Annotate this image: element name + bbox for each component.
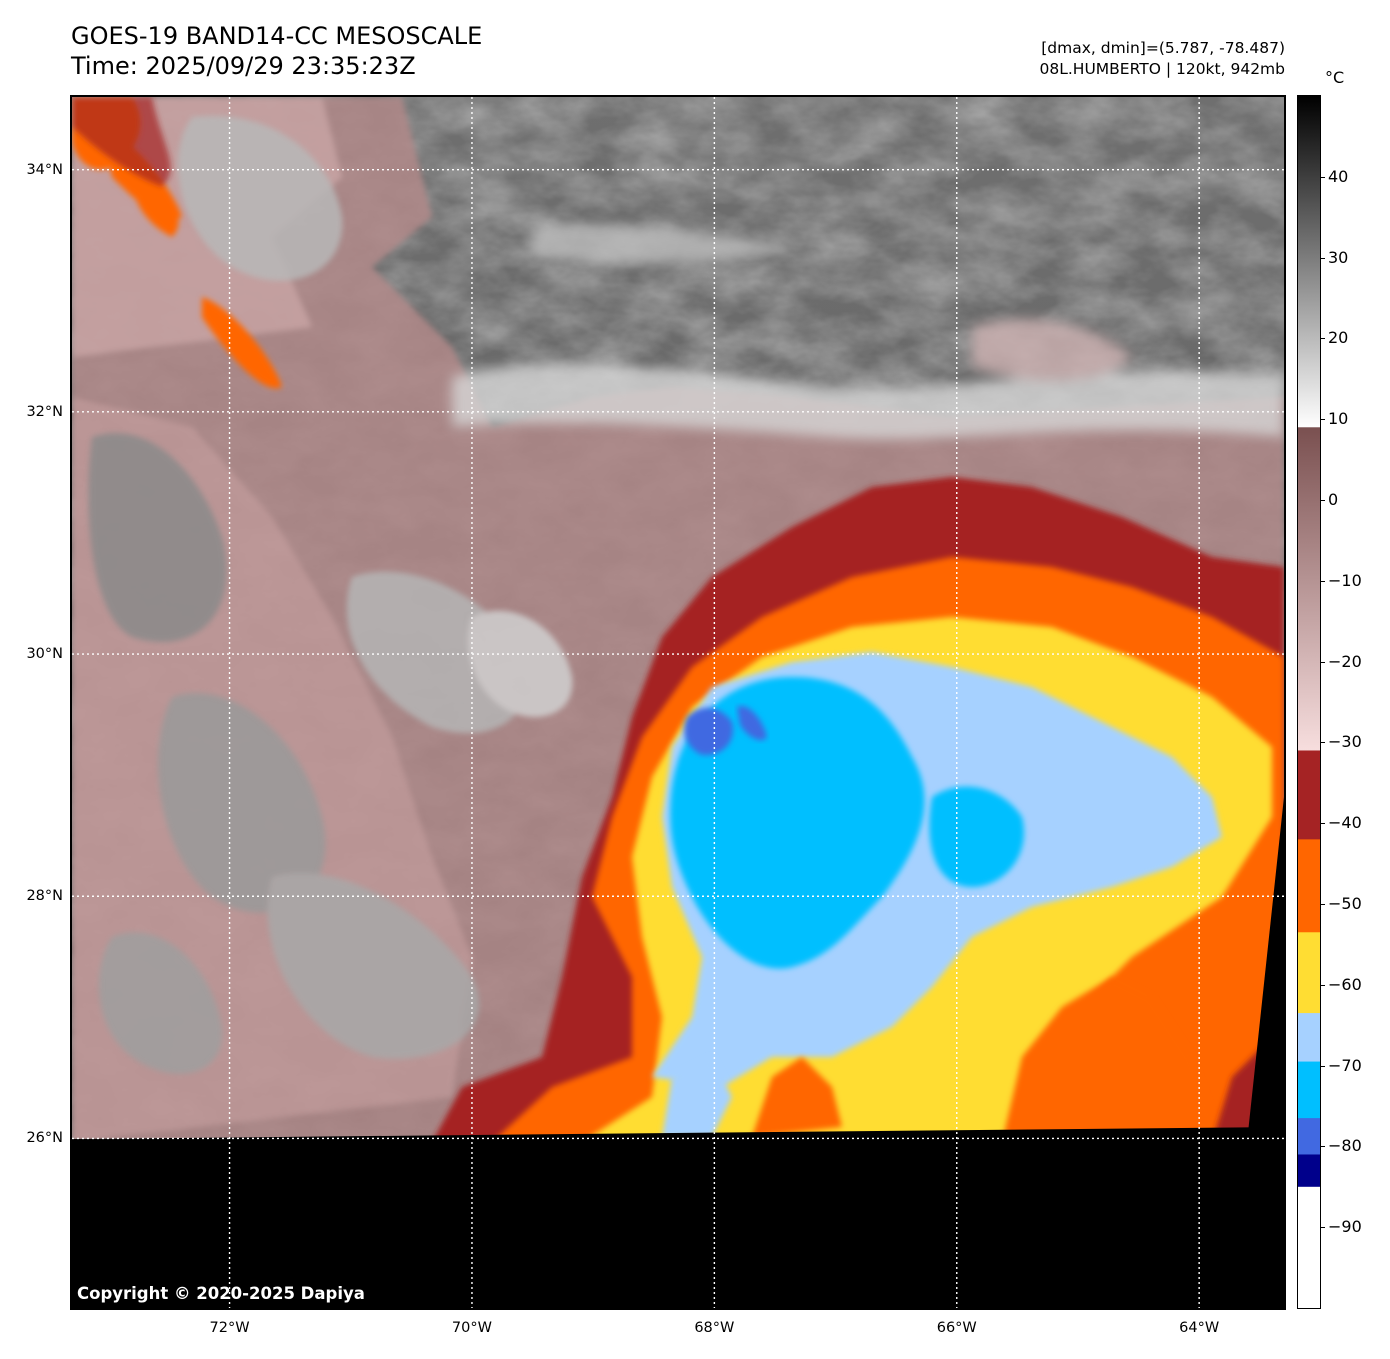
lon-tick-label: 70°W [451, 1320, 492, 1336]
nw-cold-tops [72, 97, 282, 389]
copyright-notice: Copyright © 2020-2025 Dapiya [77, 1284, 365, 1303]
colorbar-tick-label: 30 [1328, 247, 1349, 267]
lat-tick-label: 26°N [26, 1130, 63, 1147]
data-range-info: [dmax, dmin]=(5.787, -78.487) [1041, 39, 1285, 57]
colorbar-tick-label: −30 [1328, 732, 1362, 752]
lat-tick-label: 32°N [26, 403, 63, 420]
colorbar-tick-label: −90 [1328, 1217, 1362, 1237]
map-timestamp: Time: 2025/09/29 23:35:23Z [71, 52, 416, 80]
colorbar-tick [1321, 1065, 1325, 1067]
colorbar-tick [1321, 1146, 1325, 1148]
colorbar-scale [1298, 96, 1320, 1308]
colorbar-tick-label: −50 [1328, 894, 1362, 913]
colorbar-tick [1321, 580, 1325, 582]
colorbar-segment [1298, 1061, 1320, 1119]
colorbar-tick [1321, 338, 1325, 340]
colorbar-unit: °C [1325, 68, 1345, 87]
lon-tick-label: 64°W [1179, 1320, 1220, 1336]
colorbar-tick [1321, 904, 1325, 905]
colorbar-tick [1321, 500, 1325, 501]
lat-tick-label: 34°N [26, 161, 63, 178]
ring-minus-72-east [929, 786, 1024, 887]
colorbar-tick [1321, 984, 1325, 986]
colorbar-tick [1321, 742, 1325, 744]
colorbar-tick [1321, 257, 1325, 259]
colorbar-tick-label: 0 [1328, 490, 1339, 509]
map-title: GOES-19 BAND14-CC MESOSCALE [71, 22, 483, 50]
colorbar-tick-label: 40 [1328, 166, 1349, 186]
colorbar-segment [1298, 427, 1320, 751]
colorbar-tick [1321, 419, 1325, 421]
colorbar-segment [1298, 750, 1320, 840]
no-data-wedge-east [1247, 797, 1284, 1142]
colorbar [1297, 95, 1321, 1309]
lat-tick-label: 28°N [26, 888, 63, 905]
satellite-map [70, 95, 1286, 1310]
colorbar-segment [1298, 932, 1320, 1014]
colorbar-tick [1321, 823, 1325, 825]
colorbar-segment [1298, 1186, 1320, 1308]
lon-tick-label: 72°W [209, 1320, 250, 1336]
northern-cloud-band [452, 224, 1284, 440]
hurricane-humberto [432, 477, 1284, 1142]
lat-tick-label: 30°N [26, 646, 63, 663]
colorbar-segment [1298, 1118, 1320, 1155]
eyewall-coldest [684, 707, 733, 756]
colorbar-tick-label: −40 [1328, 813, 1362, 833]
colorbar-tick-label: −80 [1328, 1136, 1362, 1156]
lon-tick-label: 66°W [936, 1320, 977, 1336]
eyewall-coldest-2 [737, 706, 767, 741]
grey-convection-west [88, 115, 573, 1074]
lon-tick-label: 68°W [694, 1320, 735, 1336]
colorbar-segment [1298, 96, 1320, 428]
colorbar-segment [1298, 1154, 1320, 1188]
colorbar-segment [1298, 839, 1320, 933]
colorbar-tick-label: −20 [1328, 651, 1362, 671]
satellite-imagery [72, 97, 1284, 1308]
storm-info: 08L.HUMBERTO | 120kt, 942mb [1039, 60, 1286, 78]
colorbar-tick-label: −70 [1328, 1055, 1362, 1075]
no-data-region [72, 1139, 1284, 1308]
colorbar-tick-label: −60 [1328, 974, 1362, 994]
colorbar-tick [1321, 661, 1325, 663]
colorbar-tick-label: 10 [1328, 409, 1349, 429]
colorbar-tick [1321, 176, 1325, 178]
colorbar-tick [1321, 1227, 1325, 1229]
colorbar-segment [1298, 1013, 1320, 1063]
graticule [72, 97, 1284, 1308]
colorbar-tick-label: 20 [1328, 328, 1349, 348]
colorbar-tick-label: −10 [1328, 570, 1362, 590]
